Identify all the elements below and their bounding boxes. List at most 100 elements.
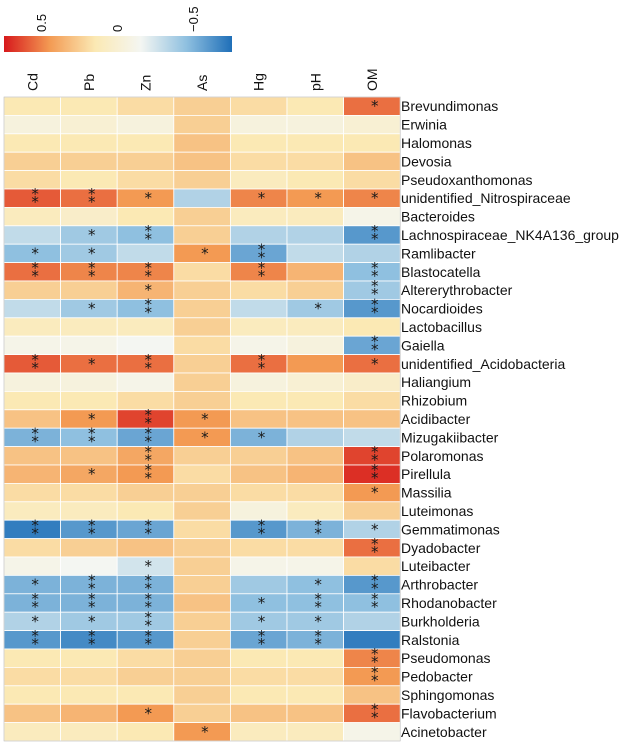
heatmap-cell — [286, 390, 344, 411]
heatmap-cell — [286, 115, 344, 135]
significance-star: * — [88, 193, 96, 211]
significance-star: * — [258, 594, 266, 612]
heatmap-cell — [286, 482, 344, 503]
significance-star: * — [258, 267, 266, 285]
significance-star: * — [258, 612, 266, 630]
heatmap-cell — [286, 703, 344, 724]
heatmap-cell — [60, 151, 118, 171]
significance-star: * — [371, 598, 379, 616]
significance-star: * — [314, 627, 322, 645]
row-label: Luteimonas — [401, 503, 473, 519]
heatmap-cell — [229, 667, 288, 687]
significance-star: * — [314, 635, 322, 653]
significance-star: * — [145, 461, 153, 479]
heatmap-cell — [3, 482, 61, 503]
row-label: Ramlibacter — [401, 245, 476, 261]
significance-star: * — [31, 193, 39, 211]
heatmap-cell — [286, 317, 344, 337]
row-label: Bacteroides — [401, 209, 475, 225]
significance-star: * — [88, 516, 96, 534]
heatmap-cell — [3, 133, 61, 153]
column-label: Hg — [251, 73, 267, 91]
significance-star: * — [371, 451, 379, 469]
heatmap-cell — [173, 464, 231, 484]
significance-star: * — [314, 590, 322, 608]
heatmap-cell — [3, 464, 61, 484]
row-label: Gemmatimonas — [401, 521, 500, 537]
significance-star: * — [258, 428, 266, 446]
heatmap-cell — [229, 133, 288, 153]
significance-star: * — [371, 267, 379, 285]
row-label: Halomonas — [401, 135, 472, 151]
heatmap-cell — [229, 115, 288, 135]
heatmap-cell — [286, 446, 344, 466]
significance-star: * — [145, 406, 153, 424]
significance-star: * — [31, 590, 39, 608]
heatmap-cell — [173, 667, 231, 687]
heatmap-cell — [286, 151, 344, 171]
heatmap-cell — [286, 335, 344, 356]
column-label: As — [194, 75, 210, 91]
significance-star: * — [371, 580, 379, 598]
significance-star: * — [258, 635, 266, 653]
heatmap-cell — [286, 243, 344, 263]
heatmap-cell — [3, 225, 61, 245]
heatmap-cell — [3, 667, 61, 687]
significance-star: * — [145, 443, 153, 461]
heatmap-cell — [173, 133, 231, 153]
heatmap-cell — [286, 280, 344, 300]
heatmap-cell — [3, 722, 61, 742]
significance-star: * — [371, 230, 379, 248]
heatmap-cell — [173, 390, 231, 411]
row-label: Burkholderia — [401, 613, 480, 629]
significance-star: * — [258, 189, 266, 207]
significance-star: * — [371, 543, 379, 561]
heatmap-cell — [173, 538, 231, 558]
heatmap-cell — [60, 372, 118, 392]
significance-star: * — [371, 484, 379, 502]
significance-star: * — [31, 244, 39, 262]
row-label: Pirellula — [401, 466, 451, 482]
significance-star: * — [145, 590, 153, 608]
significance-star: * — [201, 410, 209, 428]
significance-star: * — [145, 267, 153, 285]
significance-star: * — [88, 267, 96, 285]
column-label: Zn — [138, 75, 154, 91]
row-label: Rhodanobacter — [401, 595, 497, 611]
significance-star: * — [314, 598, 322, 616]
significance-star: * — [145, 516, 153, 534]
heatmap-cell — [116, 115, 175, 135]
heatmap-cell — [116, 170, 175, 190]
row-label: Dyadobacter — [401, 540, 481, 556]
heatmap-cell — [173, 519, 231, 540]
significance-star: * — [371, 535, 379, 553]
heatmap-cell — [116, 96, 175, 116]
heatmap-cell — [173, 262, 231, 282]
row-label: unidentified_Acidobacteria — [401, 356, 565, 372]
significance-star: * — [145, 222, 153, 240]
heatmap-cell — [286, 96, 344, 116]
heatmap-cell — [286, 170, 344, 190]
significance-star: * — [371, 222, 379, 240]
heatmap-cell — [60, 133, 118, 153]
heatmap-cell — [173, 703, 231, 724]
legend-color-bar — [4, 36, 232, 52]
heatmap-cell — [229, 151, 288, 171]
heatmap-cell — [229, 685, 288, 705]
heatmap-cell — [286, 667, 344, 687]
heatmap-cell — [286, 464, 344, 484]
legend-tick-label: 0.5 — [34, 14, 49, 32]
heatmap-cell — [286, 722, 344, 742]
heatmap-border — [3, 96, 401, 742]
significance-star: * — [145, 296, 153, 314]
significance-star: * — [145, 414, 153, 432]
significance-star: * — [31, 524, 39, 542]
significance-star: * — [145, 304, 153, 322]
significance-star: * — [88, 410, 96, 428]
significance-star: * — [145, 259, 153, 277]
significance-star: * — [314, 612, 322, 630]
heatmap-cell — [286, 427, 344, 448]
significance-star: * — [371, 332, 379, 350]
heatmap-cell — [286, 133, 344, 153]
column-label: Pb — [81, 74, 97, 91]
